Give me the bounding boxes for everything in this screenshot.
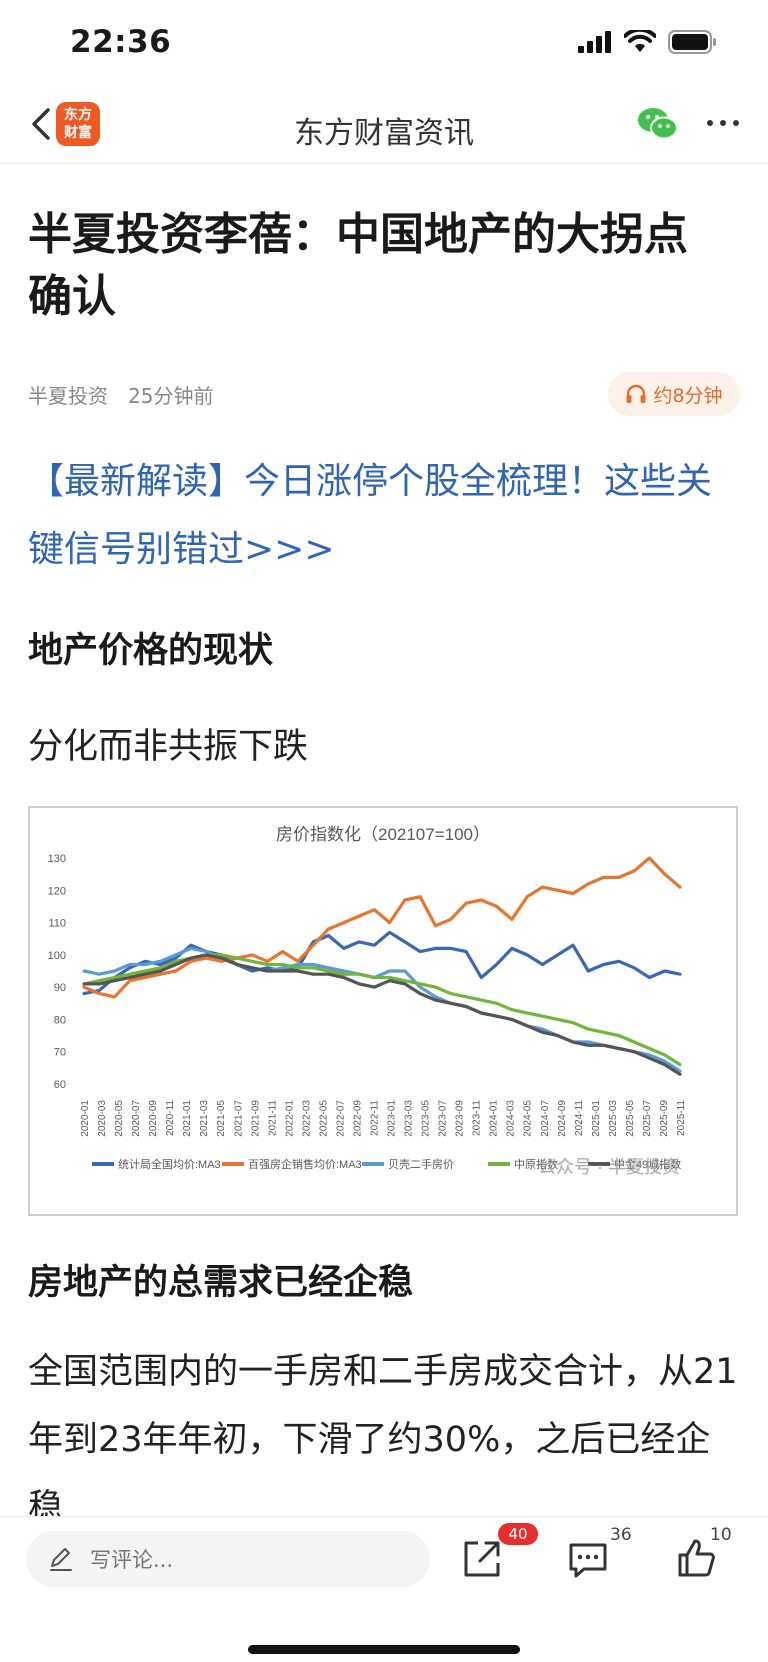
y-tick-label: 60 — [54, 1079, 66, 1091]
section-subheading: 分化而非共振下跌 — [28, 727, 309, 767]
y-tick-label: 70 — [54, 1047, 66, 1059]
x-tick-label: 2021-09 — [250, 1100, 261, 1137]
x-tick-label: 2025-01 — [591, 1100, 602, 1137]
article-meta: 半夏投资 25分钟前 — [28, 380, 213, 409]
x-tick-label: 2022-03 — [301, 1100, 312, 1137]
y-tick-label: 130 — [48, 853, 66, 865]
section-heading-demand: 房地产的总需求已经企稳 — [28, 1263, 414, 1303]
thumbs-up-icon[interactable] — [674, 1535, 718, 1581]
y-tick-label: 110 — [48, 918, 66, 930]
x-tick-label: 2024-03 — [506, 1100, 517, 1137]
y-axis: 60 70 80 90 100 110 120 130 — [48, 853, 66, 1091]
x-tick-label: 2025-05 — [625, 1100, 636, 1137]
app-logo-line2: 财富 — [64, 125, 92, 141]
x-tick-label: 2022-09 — [352, 1100, 363, 1137]
bottom-action-bar: 写评论... 40 36 10 — [0, 1516, 768, 1662]
legend-label-0: 统计局全国均价:MA3 — [118, 1157, 221, 1171]
share-icon[interactable] — [460, 1537, 504, 1581]
more-options-icon[interactable] — [700, 108, 746, 138]
article-title: 半夏投资李蓓：中国地产的大拐点确认 — [28, 209, 688, 322]
x-tick-label: 2025-07 — [642, 1100, 653, 1137]
app-logo-line1: 东方 — [64, 107, 92, 123]
chart-legend: 统计局全国均价:MA3 百强房企销售均价:MA3 贝壳二手房价 中原指数 中金49城指数 — [92, 1157, 681, 1171]
series-lines — [82, 856, 682, 1076]
x-tick-label: 2020-09 — [148, 1100, 159, 1137]
nav-title: 东方财富资讯 — [294, 116, 474, 151]
x-tick-label: 2025-09 — [659, 1100, 670, 1137]
app-logo[interactable]: 东方 财富 — [56, 102, 100, 146]
promo-link[interactable]: 【最新解读】今日涨停个股全梳理！这些关键信号别错过>>> — [28, 461, 713, 570]
chart-watermark: 公众号 · 半夏投资 — [538, 1157, 680, 1177]
x-tick-label: 2024-01 — [489, 1100, 500, 1137]
x-tick-label: 2022-01 — [284, 1100, 295, 1137]
home-indicator — [248, 1645, 520, 1654]
x-tick-label: 2025-11 — [676, 1100, 687, 1136]
legend-label-1: 百强房企销售均价:MA3 — [248, 1157, 362, 1171]
y-tick-label: 120 — [48, 885, 66, 897]
x-tick-label: 2021-03 — [199, 1100, 210, 1137]
like-count: 10 — [710, 1525, 732, 1545]
headphones-icon — [626, 384, 646, 403]
audio-duration: 约8分钟 — [653, 384, 723, 407]
x-tick-label: 2023-07 — [438, 1100, 449, 1137]
comment-input[interactable]: 写评论... — [26, 1531, 430, 1587]
x-tick-label: 2023-01 — [387, 1100, 398, 1137]
x-tick-label: 2020-03 — [97, 1100, 108, 1137]
x-tick-label: 2020-07 — [131, 1100, 142, 1137]
x-axis: 2020-01 2020-03 2020-05 2020-07 2020-09 2020-… — [80, 1100, 687, 1137]
x-tick-label: 2025-03 — [608, 1100, 619, 1137]
legend-label-4: 中金49城指数 — [614, 1157, 681, 1171]
series-line-2 — [82, 946, 682, 1073]
x-tick-label: 2024-07 — [540, 1100, 551, 1137]
y-tick-label: 100 — [48, 950, 66, 962]
x-tick-label: 2023-09 — [455, 1100, 466, 1137]
pencil-icon — [50, 1548, 72, 1571]
wechat-share-icon[interactable] — [636, 104, 680, 144]
x-tick-label: 2023-05 — [421, 1100, 432, 1137]
series-line-1 — [82, 856, 682, 999]
series-line-4 — [82, 953, 682, 1076]
x-tick-label: 2022-05 — [318, 1100, 329, 1137]
x-tick-label: 2024-05 — [523, 1100, 534, 1137]
share-count-badge: 40 — [498, 1523, 538, 1545]
x-tick-label: 2023-11 — [472, 1100, 483, 1136]
status-time: 22:36 — [70, 24, 172, 60]
x-tick-label: 2020-05 — [114, 1100, 125, 1137]
listen-audio-button[interactable]: 约8分钟 — [608, 372, 740, 416]
comments-icon[interactable] — [566, 1539, 610, 1581]
comments-count: 36 — [610, 1525, 632, 1545]
y-tick-label: 90 — [54, 982, 66, 994]
status-bar: 22:36 — [0, 0, 768, 88]
price-index-chart: 房价指数化（202107=100） 60 70 80 90 100 110 120 130 2… — [28, 806, 738, 1216]
x-tick-label: 2021-01 — [182, 1100, 193, 1137]
article-body: 全国范围内的一手房和二手房成交合计，从21年到23年年初，下滑了约30%，之后已… — [28, 1352, 738, 1518]
y-tick-label: 80 — [54, 1014, 66, 1026]
article-time: 25分钟前 — [128, 384, 214, 408]
nav-bar: 东方 财富 东方财富资讯 — [0, 88, 768, 164]
wifi-icon — [624, 30, 656, 52]
status-icons — [578, 30, 718, 54]
x-tick-label: 2023-03 — [404, 1100, 415, 1137]
legend-label-2: 贝壳二手房价 — [388, 1157, 454, 1171]
back-arrow-icon[interactable] — [22, 104, 62, 144]
chart-title: 房价指数化（202107=100） — [276, 825, 490, 844]
x-tick-label: 2022-07 — [335, 1100, 346, 1137]
article-source[interactable]: 半夏投资 — [28, 384, 108, 408]
battery-icon — [668, 30, 716, 54]
x-tick-label: 2020-01 — [80, 1100, 91, 1137]
x-tick-label: 2020-11 — [165, 1100, 176, 1136]
section-heading-price: 地产价格的现状 — [28, 631, 274, 671]
x-tick-label: 2024-11 — [574, 1100, 585, 1136]
comment-placeholder: 写评论... — [90, 1548, 174, 1572]
x-tick-label: 2021-07 — [233, 1100, 244, 1137]
x-tick-label: 2021-11 — [267, 1100, 278, 1136]
x-tick-label: 2021-05 — [216, 1100, 227, 1137]
chart-svg: 房价指数化（202107=100） 60 70 80 90 100 110 120 130 2… — [48, 825, 687, 1177]
signal-icon — [578, 31, 611, 53]
legend-label-3: 中原指数 — [514, 1157, 558, 1171]
x-tick-label: 2022-11 — [369, 1100, 380, 1136]
x-tick-label: 2024-09 — [557, 1100, 568, 1137]
